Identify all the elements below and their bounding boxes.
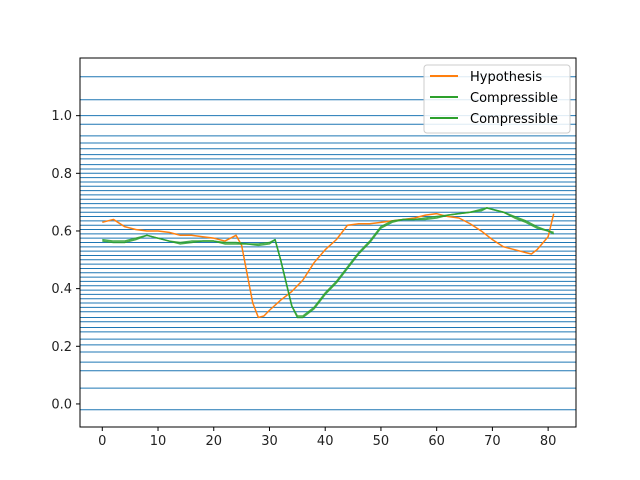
y-tick-label: 0.8 — [51, 167, 72, 182]
axes-frame — [79, 57, 577, 428]
y-tick-label: 0.2 — [51, 340, 72, 355]
x-tick-label: 0 — [98, 434, 106, 449]
x-axis: 0 10 20 30 40 50 60 70 80 — [98, 427, 556, 449]
x-tick-label: 60 — [428, 434, 445, 449]
y-axis: 0.0 0.2 0.4 0.6 0.8 1.0 — [51, 109, 80, 412]
x-tick-label: 20 — [205, 434, 222, 449]
y-tick-label: 0.6 — [51, 224, 72, 239]
y-tick-label: 0.0 — [51, 397, 72, 412]
y-tick-label: 0.4 — [51, 282, 72, 297]
legend-label: Compressible — [470, 91, 558, 106]
legend: Hypothesis Compressible Compressible — [423, 64, 571, 134]
x-tick-label: 30 — [261, 434, 278, 449]
x-tick-label: 40 — [317, 434, 334, 449]
legend-label: Compressible — [470, 112, 558, 127]
series-line-hypothesis-0 — [102, 212, 555, 319]
legend-label: Hypothesis — [470, 70, 542, 85]
y-tick-label: 1.0 — [51, 109, 72, 124]
x-tick-label: 50 — [373, 434, 390, 449]
series-lines — [102, 207, 555, 319]
legend-items: Hypothesis Compressible Compressible — [430, 70, 558, 127]
horizontal-lines — [80, 76, 576, 411]
legend-box — [423, 64, 571, 134]
x-tick-label: 80 — [540, 434, 557, 449]
x-tick-label: 70 — [484, 434, 501, 449]
x-tick-label: 10 — [150, 434, 167, 449]
series-line-compressible-2 — [102, 207, 555, 317]
